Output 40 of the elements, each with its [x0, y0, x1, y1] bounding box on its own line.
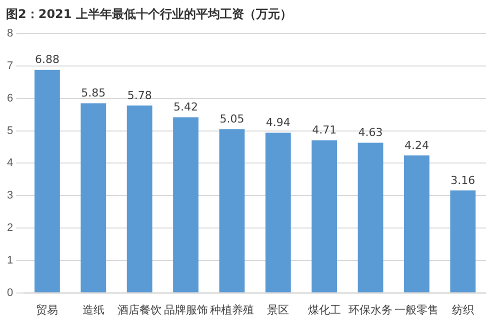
bar — [404, 155, 430, 292]
x-tick-label: 煤化工 — [308, 304, 341, 316]
data-label: 4.24 — [404, 138, 429, 152]
bar — [80, 103, 106, 292]
data-label: 5.05 — [220, 112, 244, 126]
data-label: 3.16 — [450, 174, 476, 187]
data-label: 5.78 — [127, 88, 152, 102]
data-label: 5.85 — [81, 86, 106, 100]
y-tick-label: 7 — [6, 60, 14, 72]
bar — [358, 142, 384, 292]
data-label: 4.63 — [358, 126, 383, 140]
x-tick-label: 贸易 — [36, 303, 58, 316]
x-tick-label: 造纸 — [82, 303, 104, 316]
data-label: 4.71 — [312, 124, 337, 137]
x-tick-label: 品牌服饰 — [164, 304, 208, 316]
bar — [173, 117, 198, 292]
y-tick-label: 6 — [6, 92, 14, 104]
y-tick-label: 3 — [6, 190, 14, 202]
y-tick-label: 1 — [6, 254, 14, 266]
y-tick-label: 4 — [6, 157, 14, 170]
x-tick-label: 环保水务 — [348, 303, 393, 316]
x-tick-label: 种植养殖 — [210, 303, 254, 316]
x-tick-label: 一般零售 — [394, 304, 439, 316]
y-tick-label: 2 — [6, 222, 14, 234]
x-tick-label: 纺织 — [452, 303, 474, 316]
y-tick-label: 0 — [6, 286, 14, 299]
bar — [265, 132, 291, 292]
data-label: 5.42 — [174, 100, 198, 114]
y-tick-label: 5 — [6, 124, 14, 137]
data-label: 4.94 — [266, 116, 290, 130]
chart-title: 图2：2021 上半年最低十个行业的平均工资（万元） — [5, 6, 293, 23]
x-tick-label: 景区 — [267, 304, 290, 316]
y-tick-label: 8 — [6, 28, 14, 40]
bar — [126, 106, 152, 292]
bar — [34, 70, 60, 292]
x-tick-label: 酒店餐饮 — [118, 303, 162, 316]
bar — [219, 129, 245, 292]
bar — [450, 190, 476, 292]
data-label: 6.88 — [34, 53, 60, 66]
bar — [312, 140, 338, 292]
